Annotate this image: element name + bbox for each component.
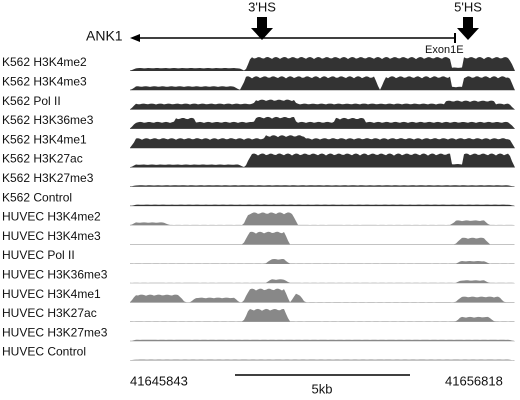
- track-profile: [130, 185, 515, 187]
- site-arrow: [251, 17, 273, 40]
- site-label: 3'HS: [248, 0, 276, 14]
- track-label: K562 Control: [2, 190, 72, 204]
- gene-arrowhead: [130, 34, 140, 42]
- track-profile: [130, 76, 515, 91]
- track-profile: [130, 212, 515, 226]
- exon-label: Exon1E: [425, 44, 464, 56]
- track-label: HUVEC H3K27ac: [2, 306, 97, 320]
- gene-label: ANK1: [86, 28, 123, 44]
- coordinate: 41656818: [445, 373, 503, 388]
- track-profile: [130, 57, 515, 71]
- site-label: 5'HS: [454, 0, 482, 14]
- track-label: K562 H3K27me3: [2, 171, 94, 185]
- track-label: K562 Pol II: [2, 94, 61, 108]
- track-profile: [130, 135, 515, 149]
- track-profile: [130, 279, 515, 284]
- track-profile: [130, 288, 515, 303]
- track-label: HUVEC H3K27me3: [2, 325, 108, 339]
- track-label: HUVEC H3K4me1: [2, 287, 101, 301]
- site-arrow: [457, 17, 479, 40]
- track-profile: [130, 204, 515, 207]
- track-profile: [130, 259, 515, 264]
- track-label: K562 H3K36me3: [2, 113, 94, 127]
- track-label: K562 H3K4me3: [2, 74, 87, 88]
- coordinate: 41645843: [130, 373, 188, 388]
- track-label: K562 H3K4me1: [2, 132, 87, 146]
- track-profile: [130, 153, 515, 168]
- track-label: K562 H3K4me2: [2, 55, 87, 69]
- track-label: HUVEC Control: [2, 345, 86, 359]
- track-label: K562 H3K27ac: [2, 152, 83, 166]
- track-label: HUVEC H3K36me3: [2, 267, 108, 281]
- scale-label: 5kb: [312, 381, 333, 396]
- track-label: HUVEC H3K4me2: [2, 210, 101, 224]
- track-profile: [130, 308, 515, 322]
- track-profile: [130, 116, 515, 129]
- track-label: HUVEC H3K4me3: [2, 229, 101, 243]
- track-profile: [130, 99, 515, 110]
- tracks: K562 H3K4me2 K562 H3K4me3 K562 Pol II K562 …: [2, 55, 515, 361]
- track-profile: [130, 359, 515, 361]
- track-label: HUVEC Pol II: [2, 248, 75, 262]
- track-profile: [130, 339, 515, 342]
- track-profile: [130, 231, 515, 245]
